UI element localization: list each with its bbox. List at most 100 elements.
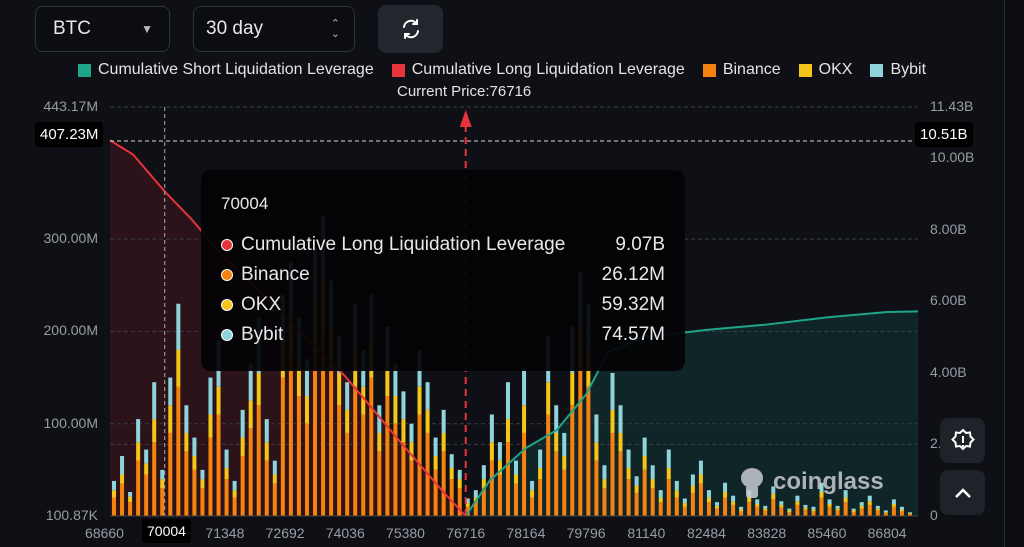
warning-badge-icon (950, 428, 975, 450)
bar-okx (731, 501, 736, 505)
series-dot-icon (221, 299, 233, 311)
bar-binance (594, 460, 599, 516)
bar-okx (658, 497, 663, 503)
bar-bybit (425, 382, 430, 410)
bar-okx (256, 372, 261, 406)
bar-bybit (522, 368, 527, 406)
bar-binance (706, 502, 711, 516)
bar-binance (457, 488, 462, 516)
bar-binance (666, 479, 671, 516)
tooltip-row-label: Bybit (241, 324, 284, 345)
bar-bybit (875, 505, 880, 509)
bar-bybit (449, 454, 454, 469)
bar-bybit (120, 456, 125, 475)
bar-bybit (304, 359, 309, 397)
bar-okx (128, 496, 133, 503)
bar-binance (562, 469, 567, 516)
bar-okx (208, 414, 213, 438)
bar-okx (152, 419, 157, 443)
bar-okx (739, 509, 744, 512)
bar-bybit (272, 460, 277, 475)
bar-okx (843, 497, 848, 503)
bar-bybit (441, 409, 446, 433)
chevron-up-icon (954, 487, 971, 498)
bar-okx (867, 501, 872, 505)
bar-okx (674, 490, 679, 498)
bar-bybit (264, 419, 269, 443)
series-dot-icon (221, 329, 233, 341)
bar-binance (578, 368, 583, 516)
bar-okx (489, 442, 494, 461)
legend-item[interactable]: Cumulative Short Liquidation Leverage (78, 61, 374, 79)
refresh-icon (402, 19, 419, 39)
coin-select[interactable]: BTC ▼ (35, 6, 170, 52)
bar-okx (136, 442, 141, 461)
bar-binance (795, 504, 800, 516)
bar-okx (771, 493, 776, 500)
legend-item[interactable]: Bybit (870, 61, 926, 79)
bar-okx (610, 409, 615, 433)
x-tick-label: 71348 (205, 525, 245, 541)
bar-bybit (867, 495, 872, 502)
y-right-tick-label: 10.00B (930, 149, 975, 166)
bar-binance (835, 510, 840, 516)
bar-okx (626, 468, 631, 480)
up-down-chevron-icon: ⌃ ⌄ (330, 18, 340, 40)
bar-okx (240, 437, 245, 457)
bar-bybit (505, 382, 510, 420)
bar-binance (899, 511, 904, 516)
bar-okx (883, 512, 888, 514)
bar-okx (875, 508, 880, 511)
refresh-button[interactable] (378, 5, 443, 53)
bar-bybit (827, 499, 832, 505)
scroll-top-button[interactable] (940, 470, 985, 515)
bar-bybit (433, 437, 438, 457)
bar-binance (787, 512, 792, 516)
bar-bybit (634, 476, 639, 486)
bar-okx (642, 456, 647, 470)
legend-item[interactable]: Cumulative Long Liquidation Leverage (391, 61, 685, 79)
bar-bybit (626, 449, 631, 469)
bar-okx (650, 479, 655, 489)
bar-bybit (795, 495, 800, 502)
bar-bybit (465, 498, 470, 504)
bar-okx (296, 363, 301, 397)
range-select[interactable]: 30 day ⌃ ⌄ (193, 6, 355, 52)
legend-label: Binance (722, 61, 781, 78)
bar-bybit (779, 501, 784, 505)
bar-bybit (698, 460, 703, 475)
bar-okx (522, 405, 527, 433)
legend-item[interactable]: OKX (798, 61, 853, 79)
bar-binance (232, 497, 237, 516)
bar-binance (883, 513, 888, 516)
y-left-tick-label: 100.87K (45, 507, 98, 523)
bar-bybit (674, 480, 679, 491)
bar-binance (642, 469, 647, 516)
legend-label: OKX (818, 61, 853, 78)
y-left-tick-label: 300.00M (43, 230, 98, 247)
bar-bybit (819, 482, 824, 493)
bar-bybit (457, 469, 462, 480)
chevron-down-icon: ▼ (141, 22, 153, 36)
bar-binance (449, 479, 454, 516)
bar-okx (176, 349, 181, 387)
x-tick-label: 78164 (506, 525, 546, 541)
bar-okx (891, 504, 896, 507)
legend-item[interactable]: Binance (702, 61, 781, 79)
tooltip-title: 70004 (221, 194, 269, 213)
bar-bybit (224, 449, 229, 469)
bar-okx (530, 490, 535, 498)
bar-okx (216, 386, 221, 415)
alert-button[interactable] (940, 418, 985, 463)
bar-okx (546, 382, 551, 415)
bar-binance (224, 479, 229, 516)
bar-okx (602, 479, 607, 489)
bar-bybit (538, 449, 543, 469)
crosshair-right-value: 10.51B (915, 122, 973, 147)
bar-bybit (715, 502, 720, 506)
legend-label: Cumulative Short Liquidation Leverage (98, 61, 374, 78)
bar-binance (208, 437, 213, 516)
bar-okx (666, 468, 671, 480)
bar-bybit (160, 469, 165, 480)
bar-binance (747, 502, 752, 516)
